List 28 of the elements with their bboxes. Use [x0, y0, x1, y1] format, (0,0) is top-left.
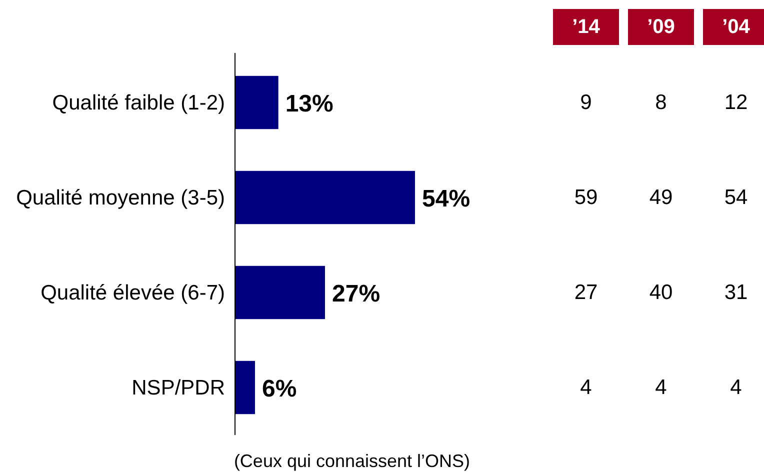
y-tick-label: Qualité moyenne (3-5) [16, 186, 225, 209]
bar [235, 170, 415, 224]
data-label: 31 [724, 281, 748, 304]
data-label: 12 [724, 91, 748, 114]
text: ’14 [572, 16, 601, 38]
data-label: 27 [574, 281, 598, 304]
data-label: 13% [285, 90, 334, 117]
bar [235, 266, 325, 320]
data-label: 8 [655, 91, 667, 114]
bar [235, 76, 278, 130]
data-label: 54 [724, 186, 748, 209]
data-label: 6% [262, 375, 297, 402]
data-label: 54% [422, 185, 470, 212]
y-tick-label: Qualité faible (1-2) [52, 91, 225, 114]
data-label: 4 [580, 376, 592, 399]
data-label: 27% [332, 280, 380, 307]
text: (Ceux qui connaissent l’ONS) [234, 451, 470, 471]
data-label: 49 [649, 186, 673, 209]
data-label: 4 [655, 376, 668, 399]
bar [235, 360, 255, 414]
data-label: 59 [574, 186, 598, 209]
text: ’04 [722, 16, 751, 38]
data-label: 4 [730, 376, 742, 399]
text: ’09 [647, 16, 675, 38]
data-label: 40 [649, 281, 673, 304]
y-tick-label: Qualité élevée (6-7) [40, 281, 225, 304]
y-tick-label: NSP/PDR [132, 376, 225, 399]
data-label: 9 [580, 91, 592, 114]
